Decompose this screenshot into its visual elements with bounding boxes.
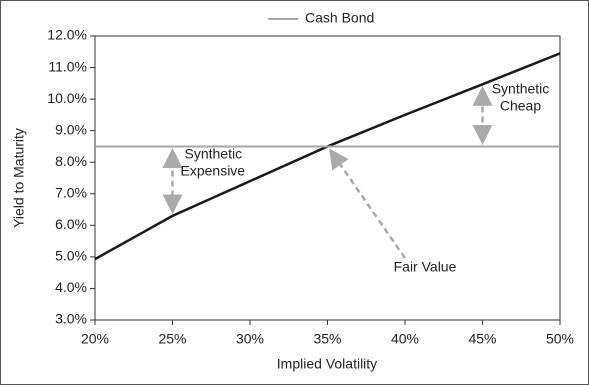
y-tick-label: 5.0% bbox=[55, 248, 87, 264]
y-tick-label: 9.0% bbox=[55, 121, 87, 137]
x-tick-label: 20% bbox=[81, 331, 109, 347]
annotation: Cheap bbox=[500, 98, 541, 114]
y-axis-title: Yield to Maturity bbox=[11, 128, 27, 228]
y-tick-label: 8.0% bbox=[55, 153, 87, 169]
y-tick-label: 7.0% bbox=[55, 184, 87, 200]
x-tick-label: 25% bbox=[158, 331, 186, 347]
x-tick-label: 40% bbox=[391, 331, 419, 347]
y-tick-label: 12.0% bbox=[47, 27, 87, 43]
annotation: Synthetic bbox=[492, 81, 550, 97]
y-tick-label: 10.0% bbox=[47, 90, 87, 106]
annotation: Fair Value bbox=[394, 259, 457, 275]
y-tick-label: 6.0% bbox=[55, 216, 87, 232]
x-tick-label: 35% bbox=[313, 331, 341, 347]
annotation-arrow bbox=[329, 148, 407, 259]
x-tick-label: 50% bbox=[546, 331, 574, 347]
y-tick-label: 3.0% bbox=[55, 311, 87, 327]
x-tick-label: 30% bbox=[236, 331, 264, 347]
legend-label: Cash Bond bbox=[305, 10, 374, 26]
y-tick-label: 4.0% bbox=[55, 279, 87, 295]
annotation: Synthetic bbox=[185, 146, 243, 162]
y-tick-label: 11.0% bbox=[48, 58, 87, 74]
annotation: Expensive bbox=[181, 163, 246, 179]
x-tick-label: 45% bbox=[468, 331, 496, 347]
x-axis-title: Implied Volatility bbox=[277, 356, 377, 372]
